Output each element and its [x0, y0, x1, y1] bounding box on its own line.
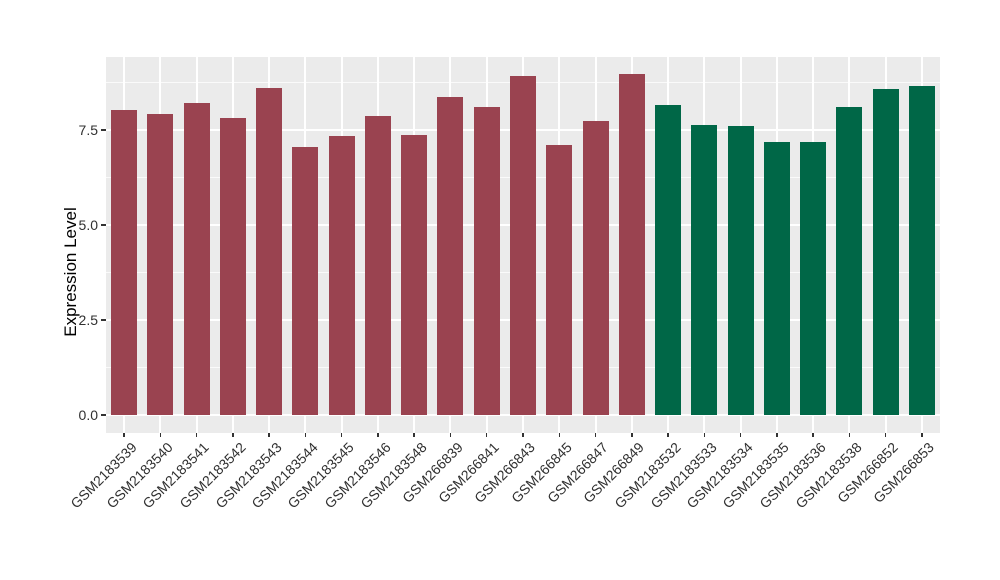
bar-GSM2183546: [364, 115, 391, 416]
x-axis-tick: [812, 433, 814, 437]
x-axis-tick: [921, 433, 923, 437]
x-axis-tick: [522, 433, 524, 437]
x-axis-tick: [123, 433, 125, 437]
x-axis-tick: [667, 433, 669, 437]
x-axis-tick: [304, 433, 307, 437]
y-axis-tick-label: 7.5: [78, 121, 98, 138]
bar-GSM266845: [546, 144, 573, 416]
x-axis-tick: [703, 433, 706, 437]
x-axis-tick: [159, 433, 162, 437]
bar-GSM2183532: [655, 104, 682, 416]
x-axis-tick: [449, 433, 452, 437]
bar-GSM2183534: [727, 125, 754, 416]
x-axis-tick: [631, 433, 633, 437]
x-axis-tick: [776, 433, 778, 437]
x-axis-tick: [884, 433, 887, 437]
bar-GSM2183542: [219, 117, 246, 416]
y-axis-tick-label: 5.0: [78, 217, 98, 234]
bar-GSM266852: [872, 88, 899, 416]
x-axis-tick: [594, 433, 597, 437]
y-axis-tick: [101, 224, 106, 226]
x-axis-tick: [377, 433, 379, 437]
y-axis-tick-label: 2.5: [78, 312, 98, 329]
bar-GSM2183548: [401, 134, 428, 416]
bar-GSM2183533: [691, 125, 718, 416]
bar-GSM2183535: [763, 142, 790, 416]
y-axis-tick-label: 0.0: [78, 407, 98, 424]
bar-GSM2183543: [256, 87, 283, 416]
bar-GSM2183536: [800, 142, 827, 416]
bar-GSM266849: [618, 74, 645, 416]
x-axis-tick: [268, 433, 270, 437]
bar-GSM2183541: [183, 103, 210, 416]
bar-GSM266843: [510, 76, 536, 416]
x-axis-tick: [558, 433, 560, 437]
x-axis-tick: [848, 433, 851, 437]
y-axis-tick: [101, 414, 106, 416]
bar-GSM266839: [437, 96, 464, 416]
x-axis-tick: [413, 433, 415, 437]
y-axis-tick: [101, 319, 106, 321]
plot-panel: [106, 57, 940, 433]
x-axis-tick: [739, 433, 742, 437]
x-axis-tick: [232, 433, 234, 437]
bar-GSM2183538: [836, 106, 863, 416]
x-axis-tick: [485, 433, 488, 437]
bar-GSM2183539: [111, 109, 138, 416]
bar-GSM2183540: [147, 114, 174, 416]
x-axis-tick: [340, 433, 343, 437]
bar-GSM2183544: [292, 147, 319, 416]
bar-GSM266841: [473, 106, 500, 416]
x-axis-tick: [195, 433, 198, 437]
bar-GSM266847: [582, 120, 609, 416]
bar-GSM266853: [908, 85, 935, 416]
bar-GSM2183545: [328, 136, 355, 416]
y-axis-tick: [101, 129, 106, 131]
